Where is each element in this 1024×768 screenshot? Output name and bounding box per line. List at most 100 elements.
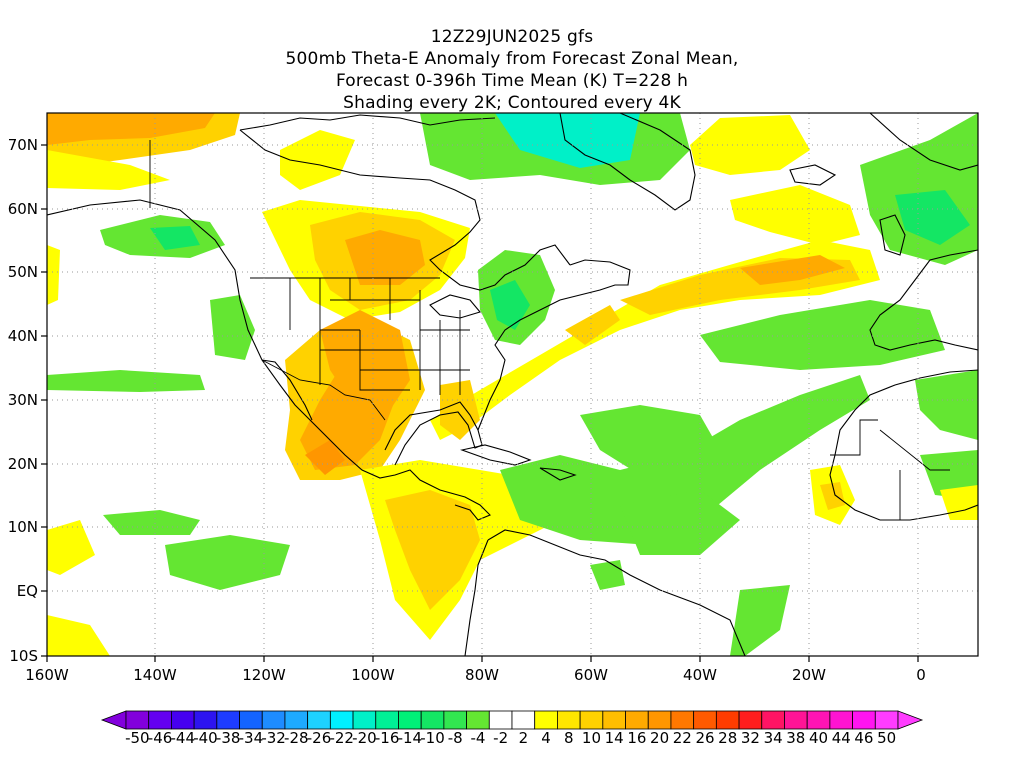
colorbar-swatch bbox=[398, 710, 422, 730]
colorbar-label: -16 bbox=[375, 729, 400, 747]
colorbar-swatch bbox=[647, 710, 672, 730]
colorbar-label: -2 bbox=[493, 729, 508, 747]
colorbar-swatch bbox=[761, 710, 785, 730]
lat-label: EQ bbox=[17, 582, 38, 600]
shade-atlantic-green bbox=[700, 300, 945, 370]
colorbar-swatch bbox=[284, 710, 309, 730]
colorbar-label: -8 bbox=[448, 729, 463, 747]
colorbar-swatch bbox=[511, 710, 536, 730]
colorbar-swatch bbox=[443, 710, 467, 730]
colorbar-label: -38 bbox=[216, 729, 241, 747]
colorbar-labels: -50-46-44-40-38-34-32-28-26-22-20-16-14-… bbox=[125, 729, 896, 747]
colorbar-swatch bbox=[420, 710, 445, 730]
colorbar-swatch bbox=[375, 710, 399, 730]
colorbar-swatch bbox=[307, 710, 331, 730]
colorbar-label: 38 bbox=[786, 729, 805, 747]
lon-label: 80W bbox=[465, 666, 499, 684]
shade-africa-plume-green bbox=[500, 375, 870, 545]
lat-label: 10N bbox=[8, 518, 38, 536]
colorbar-label: 46 bbox=[854, 729, 873, 747]
colorbar-swatch bbox=[466, 710, 490, 730]
colorbar-label: 32 bbox=[741, 729, 760, 747]
lat-label: 10S bbox=[9, 647, 38, 665]
lon-label: 120W bbox=[242, 666, 286, 684]
lon-label: 60W bbox=[574, 666, 608, 684]
colorbar-swatch bbox=[670, 710, 695, 730]
colorbar-swatch bbox=[829, 710, 853, 730]
colorbar-label: -10 bbox=[420, 729, 445, 747]
gridlines bbox=[47, 113, 978, 656]
colorbar-label: -44 bbox=[171, 729, 196, 747]
colorbar-label: 26 bbox=[695, 729, 714, 747]
colorbar-label: 10 bbox=[582, 729, 601, 747]
colorbar-label: 28 bbox=[718, 729, 737, 747]
latitude-labels: 70N 60N 50N 40N 30N 20N 10N EQ 10S bbox=[8, 136, 38, 665]
colorbar-label: 4 bbox=[541, 729, 551, 747]
colorbar-label: 14 bbox=[605, 729, 624, 747]
map-title: 12Z29JUN2025 gfs 500mb Theta-E Anomaly f… bbox=[0, 26, 1024, 114]
colorbar-label: 16 bbox=[627, 729, 646, 747]
colorbar-label: -14 bbox=[398, 729, 423, 747]
colorbar-label: -20 bbox=[352, 729, 377, 747]
colorbar-swatch bbox=[602, 710, 626, 730]
colorbar-label: -4 bbox=[470, 729, 485, 747]
tick-marks bbox=[41, 144, 919, 662]
shade-iceland bbox=[690, 115, 810, 175]
lon-label: 40W bbox=[683, 666, 717, 684]
colorbar-label: -34 bbox=[239, 729, 264, 747]
colorbar-label: -26 bbox=[307, 729, 332, 747]
anomaly-shading bbox=[47, 113, 978, 656]
political-borders bbox=[149, 140, 950, 520]
lat-label: 20N bbox=[8, 455, 38, 473]
colorbar-swatch bbox=[715, 710, 740, 730]
lat-label: 70N bbox=[8, 136, 38, 154]
lon-label: 100W bbox=[351, 666, 395, 684]
colorbar-label: 8 bbox=[564, 729, 574, 747]
colorbar-label: 44 bbox=[832, 729, 851, 747]
colorbar-swatch bbox=[852, 710, 876, 730]
colorbar bbox=[100, 710, 924, 730]
title-line-run: 12Z29JUN2025 gfs bbox=[430, 27, 594, 47]
colorbar-label: -40 bbox=[193, 729, 218, 747]
colorbar-swatch bbox=[738, 710, 763, 730]
colorbar-swatch bbox=[693, 710, 717, 730]
title-line-field: 500mb Theta-E Anomaly from Forecast Zona… bbox=[285, 49, 739, 69]
lon-label: 20W bbox=[792, 666, 826, 684]
lat-label: 40N bbox=[8, 327, 38, 345]
lat-label: 60N bbox=[8, 200, 38, 218]
colorbar-swatch bbox=[874, 710, 899, 730]
colorbar-swatch bbox=[193, 710, 218, 730]
colorbar-swatch bbox=[148, 710, 172, 730]
title-line-shading: Shading every 2K; Contoured every 4K bbox=[343, 93, 681, 113]
colorbar-swatch bbox=[488, 710, 513, 730]
colorbar-swatch bbox=[125, 710, 150, 730]
title-line-forecast: Forecast 0-396h Time Mean (K) T=228 h bbox=[335, 71, 689, 91]
colorbar-swatch bbox=[239, 710, 263, 730]
colorbar-label: -28 bbox=[284, 729, 309, 747]
colorbar-label: -22 bbox=[329, 729, 354, 747]
lon-label: 0 bbox=[916, 666, 926, 684]
colorbar-swatch bbox=[352, 710, 377, 730]
lon-label: 140W bbox=[133, 666, 177, 684]
colorbar-swatch bbox=[171, 710, 195, 730]
colorbar-label: -50 bbox=[125, 729, 150, 747]
colorbar-swatch bbox=[806, 710, 831, 730]
colorbar-swatch bbox=[329, 710, 354, 730]
colorbar-label: -32 bbox=[261, 729, 286, 747]
colorbar-swatch bbox=[534, 710, 558, 730]
plot-frame bbox=[46, 112, 979, 657]
colorbar-swatch bbox=[557, 710, 581, 730]
colorbar-swatch bbox=[216, 710, 240, 730]
colorbar-label: 20 bbox=[650, 729, 669, 747]
lat-label: 50N bbox=[8, 263, 38, 281]
colorbar-swatch bbox=[784, 710, 808, 730]
colorbar-swatch bbox=[579, 710, 604, 730]
colorbar-label: 50 bbox=[877, 729, 896, 747]
colorbar-label: 34 bbox=[764, 729, 783, 747]
colorbar-swatch bbox=[625, 710, 649, 730]
lat-label: 30N bbox=[8, 391, 38, 409]
colorbar-label: 22 bbox=[673, 729, 692, 747]
colorbar-label: 2 bbox=[519, 729, 529, 747]
longitude-labels: 160W 140W 120W 100W 80W 60W 40W 20W 0 bbox=[25, 666, 926, 684]
